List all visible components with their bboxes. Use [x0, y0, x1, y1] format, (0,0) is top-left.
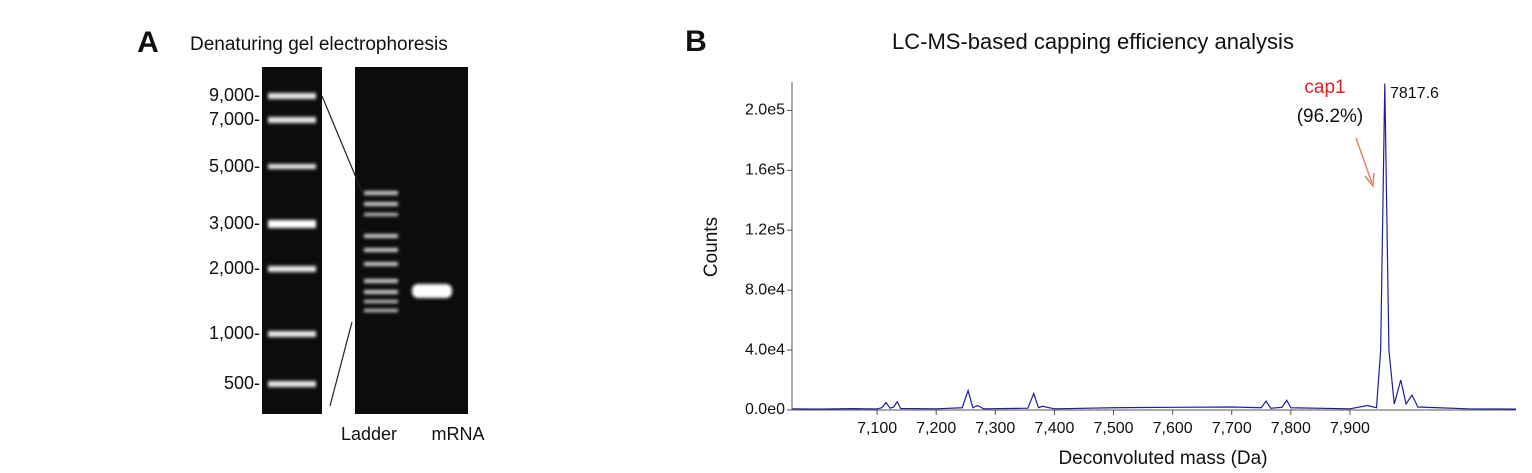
annotation-label: cap1 [1304, 77, 1345, 98]
ladder-label: 500- [224, 373, 260, 393]
gel-samples [355, 67, 468, 414]
y-tick-label: 0.0e0 [745, 401, 785, 418]
ladder-label: 7,000- [209, 109, 260, 129]
x-tick-label: 7,500 [1093, 420, 1133, 437]
x-tick-label: 7,400 [1034, 420, 1074, 437]
x-tick-label: 7,200 [916, 420, 956, 437]
panel-label: B [685, 25, 707, 58]
y-tick-label: 1.2e5 [745, 221, 785, 238]
y-tick-label: 4.0e4 [745, 341, 785, 358]
panel-title: Denaturing gel electrophoresis [190, 34, 448, 55]
x-tick-label: 7,900 [1330, 420, 1370, 437]
x-tick-label: 7,300 [975, 420, 1015, 437]
x-tick-label: 7,100 [857, 420, 897, 437]
ladder-label: 1,000- [209, 323, 260, 343]
mrna-band [412, 284, 452, 298]
connector [329, 321, 353, 407]
lane-label: mRNA [432, 424, 485, 444]
y-tick-label: 8.0e4 [745, 281, 785, 298]
line-series [791, 83, 1517, 410]
connector [321, 95, 363, 193]
gel-ladder [262, 67, 322, 414]
ladder-label: 3,000- [209, 213, 260, 233]
ladder-labels: 9,000- 7,000- 5,000- 3,000- 2,000- 1,000… [209, 85, 260, 393]
x-tick-label: 7,800 [1271, 420, 1311, 437]
chart: B LC-MS-based capping efficiency analysi… [685, 25, 1517, 469]
y-tick-label: 1.6e5 [745, 162, 785, 179]
x-axis-label: Deconvoluted mass (Da) [1058, 448, 1267, 469]
ladder-bands [268, 93, 316, 387]
ladder-label: 9,000- [209, 85, 260, 105]
y-tick-label: 2.0e5 [745, 102, 785, 119]
ladder-label: 2,000- [209, 258, 260, 278]
annotation-arrow [1355, 137, 1373, 184]
annotation-percent: (96.2%) [1297, 106, 1364, 127]
x-tick-label: 7,700 [1212, 420, 1252, 437]
annotation-arrowhead [1364, 172, 1375, 188]
chart-title: LC-MS-based capping efficiency analysis [892, 29, 1294, 54]
sample-ladder-bands [364, 191, 398, 312]
x-tick-label: 7,600 [1153, 420, 1193, 437]
lane-label: Ladder [341, 424, 397, 444]
y-axis-label: Counts [701, 217, 722, 277]
ladder-label: 5,000- [209, 156, 260, 176]
panel-label: A [137, 26, 159, 59]
peak-label: 7817.6 [1390, 85, 1439, 102]
